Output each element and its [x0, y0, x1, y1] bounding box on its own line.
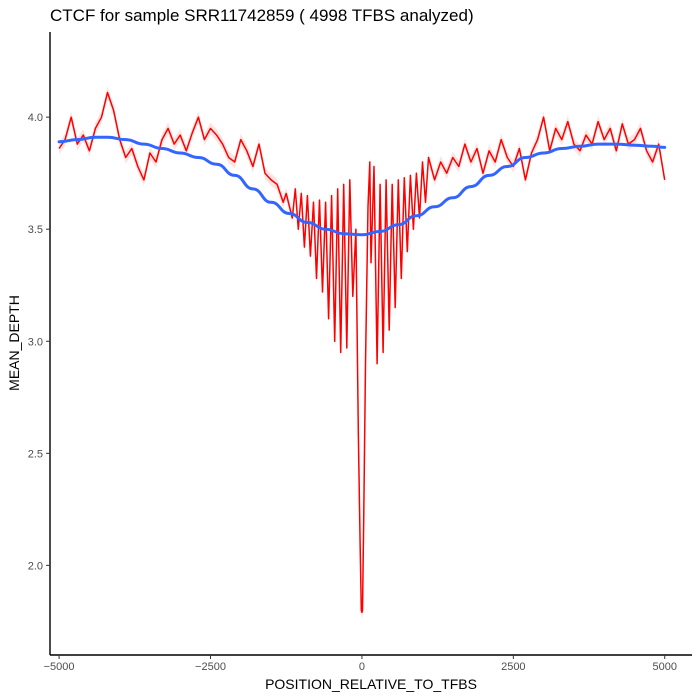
y-tick-label: 4.0 [28, 112, 43, 124]
x-axis-label: POSITION_RELATIVE_TO_TFBS [265, 676, 477, 692]
x-tick-label: 5000 [653, 661, 677, 673]
y-tick-label: 2.5 [28, 448, 43, 460]
y-axis-label: MEAN_DEPTH [6, 295, 22, 391]
y-tick-label: 2.0 [28, 560, 43, 572]
smoothed-trend-line [57, 135, 667, 237]
confidence-band-group [59, 86, 665, 619]
raw-depth-band [59, 86, 665, 619]
series-lines-group [57, 91, 667, 614]
x-tick-label: 0 [359, 661, 365, 673]
x-tick-label: −2500 [195, 661, 226, 673]
raw-depth-line [58, 91, 666, 614]
y-axis-ticks: 2.0 2.5 3.0 3.5 4.0 [28, 112, 50, 572]
y-tick-label: 3.5 [28, 224, 43, 236]
x-tick-label: −5000 [44, 661, 75, 673]
y-tick-label: 3.0 [28, 336, 43, 348]
chart-title: CTCF for sample SRR11742859 ( 4998 TFBS … [50, 6, 474, 25]
x-tick-label: 2500 [501, 661, 525, 673]
x-axis-ticks: −5000 −2500 0 2500 5000 [44, 655, 677, 673]
